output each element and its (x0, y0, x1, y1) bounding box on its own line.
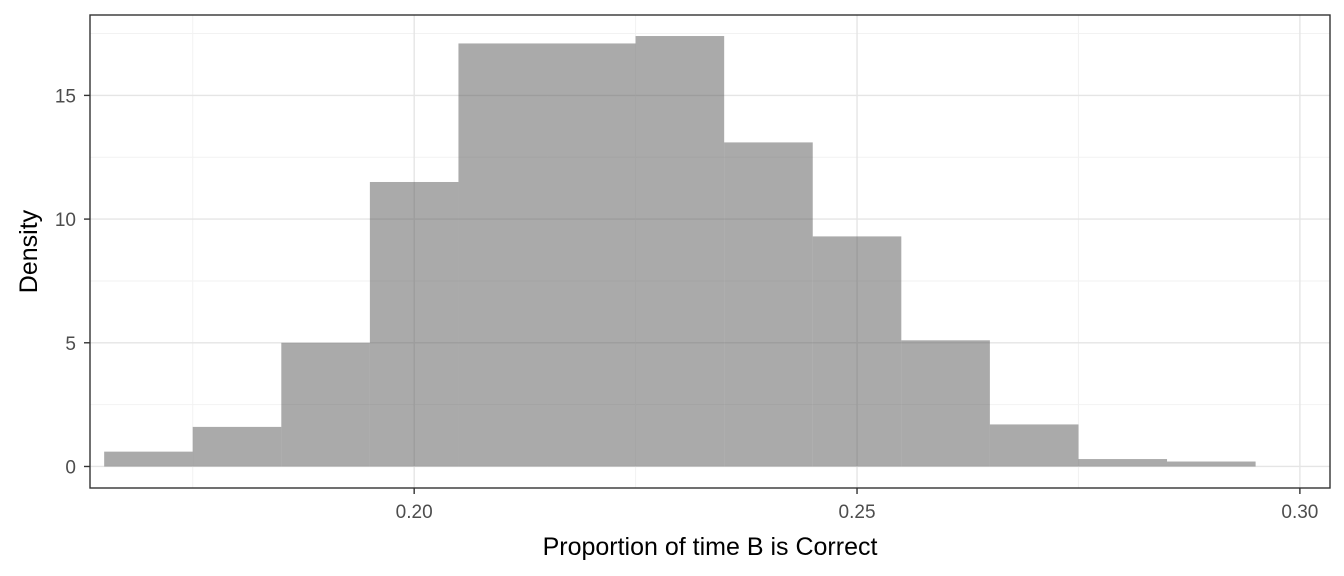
histogram-bar (104, 451, 193, 467)
histogram-bar (812, 236, 902, 467)
x-tick-label: 0.30 (1281, 502, 1318, 523)
x-tick-label: 0.25 (839, 502, 876, 523)
y-tick-label: 0 (65, 457, 76, 478)
histogram-bar (369, 181, 459, 467)
y-axis-title: Density (15, 209, 43, 293)
panel-border (89, 14, 1331, 489)
histogram-bar (547, 43, 636, 467)
x-axis: 0.20 0.25 0.30 (396, 488, 1318, 523)
y-axis: 0 5 10 15 (55, 86, 90, 478)
y-tick-label: 5 (65, 334, 76, 355)
histogram-bar (192, 426, 282, 467)
histogram-bar (281, 342, 370, 467)
x-axis-title: Proportion of time B is Correct (543, 533, 878, 561)
y-tick-label: 15 (55, 86, 76, 107)
histogram-bar (1167, 461, 1256, 467)
histogram-bar (635, 36, 725, 467)
y-tick-label: 10 (55, 210, 76, 231)
histogram-bar (901, 340, 990, 467)
histogram-bar (458, 43, 548, 467)
histogram-bar (724, 142, 813, 467)
histogram-bar (989, 424, 1079, 467)
histogram-bars (104, 36, 1256, 467)
x-tick-label: 0.20 (396, 502, 433, 523)
histogram-bar (1078, 459, 1168, 467)
